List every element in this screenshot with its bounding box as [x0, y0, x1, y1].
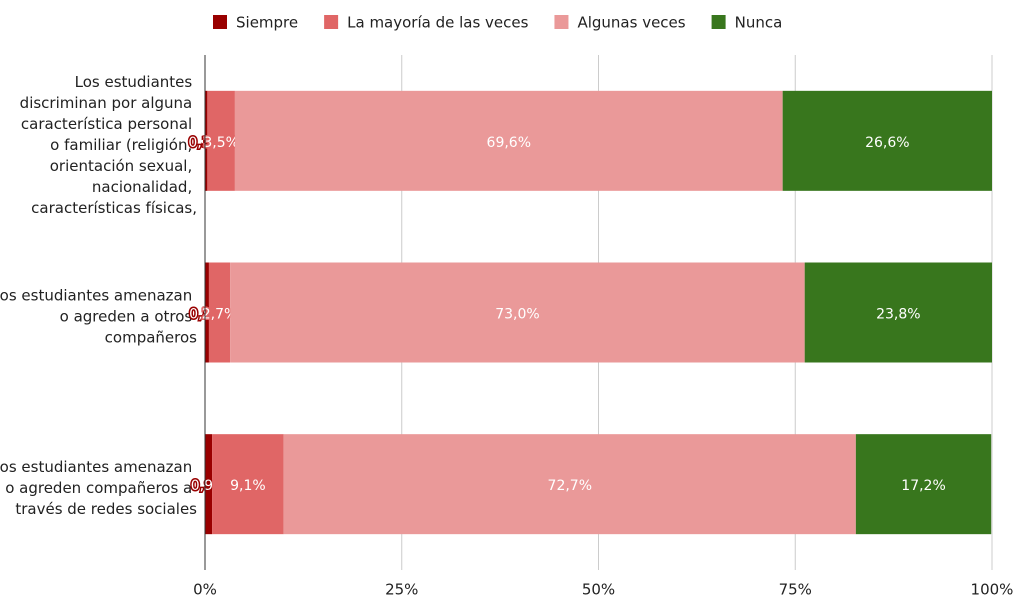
- value-label: 26,6%: [865, 135, 909, 151]
- x-tick-label: 50%: [582, 581, 615, 598]
- bar-segment: [283, 434, 856, 535]
- category-label: Los estudiantes discriminan por alguna c…: [20, 72, 197, 216]
- bar-segment: [230, 262, 805, 363]
- value-label: 2,7%: [202, 307, 238, 323]
- bar-segment: [205, 434, 213, 535]
- value-label: 69,6%: [487, 135, 531, 151]
- category-label: Los estudiantes amenazan o agreden compa…: [0, 458, 197, 518]
- legend-label: Nunca: [735, 14, 783, 32]
- legend-swatch: [213, 15, 227, 29]
- category-label: Los estudiantes amenazan o agreden a otr…: [0, 286, 197, 346]
- x-tick-label: 100%: [971, 581, 1014, 598]
- x-tick-label: 25%: [385, 581, 418, 598]
- bar-segment: [234, 90, 783, 191]
- bar-segment: [205, 262, 209, 363]
- value-label: 72,7%: [548, 478, 592, 494]
- legend-label: Algunas veces: [577, 14, 685, 32]
- value-label: 9,1%: [230, 478, 266, 494]
- legend-swatch: [324, 15, 339, 29]
- legend-label: Siempre: [236, 14, 298, 32]
- value-label: 23,8%: [876, 307, 920, 323]
- bar-segment: [205, 90, 208, 191]
- legend-swatch: [554, 15, 569, 29]
- legend-swatch: [711, 15, 726, 29]
- value-label: 3,5%: [203, 135, 239, 151]
- bar-segment: [804, 262, 992, 363]
- bar-segment: [855, 434, 992, 535]
- value-label: 73,0%: [495, 307, 539, 323]
- value-label: 17,2%: [901, 478, 945, 494]
- bar-segment: [208, 262, 231, 363]
- x-tick-label: 0%: [193, 581, 217, 598]
- bar-segment: [782, 90, 992, 191]
- legend-label: La mayoría de las veces: [347, 14, 529, 32]
- bar-segment: [212, 434, 284, 535]
- x-tick-label: 75%: [779, 581, 812, 598]
- bar-segment: [207, 90, 235, 191]
